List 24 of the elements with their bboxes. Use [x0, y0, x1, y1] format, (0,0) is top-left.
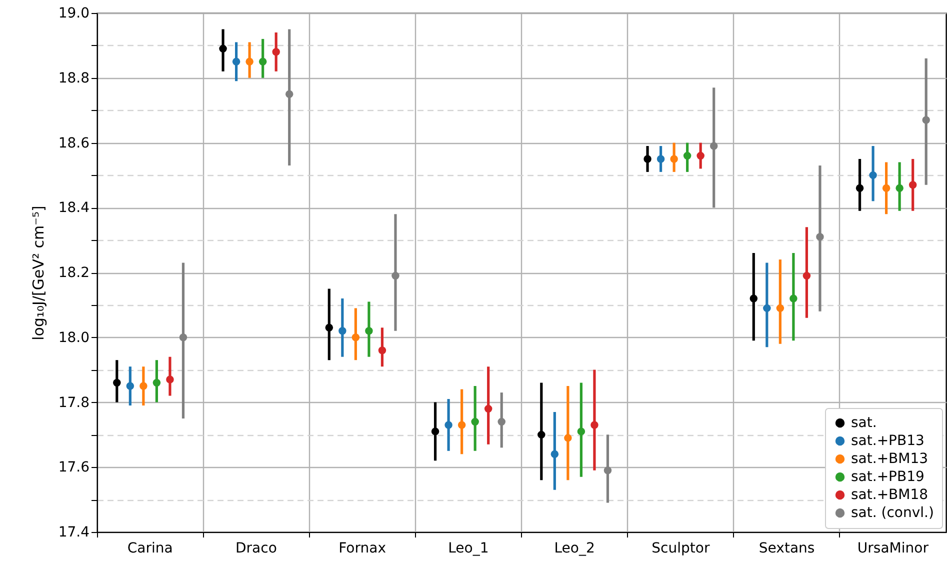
y-tick-label: 17.4 [58, 524, 90, 540]
x-tick-label: Sculptor [652, 540, 710, 556]
x-tick-label: Fornax [338, 540, 386, 556]
legend-label: sat.+BM13 [851, 451, 928, 467]
x-tick-label: Draco [235, 540, 277, 556]
x-tick-label: Sextans [758, 540, 815, 556]
legend-label: sat.+PB19 [851, 469, 924, 485]
x-tick-label: Leo_2 [554, 540, 595, 556]
y-tick-label: 18.0 [58, 330, 90, 346]
legend-label: sat. (convl.) [851, 505, 934, 521]
legend-label: sat.+PB13 [851, 433, 924, 449]
y-tick-label: 18.2 [58, 265, 90, 281]
x-tick-label: Carina [127, 540, 173, 556]
x-tick-label: Leo_1 [448, 540, 489, 556]
y-tick-label: 18.4 [58, 200, 90, 216]
legend-label: sat. [851, 415, 877, 431]
y-tick-label: 17.6 [58, 460, 90, 476]
y-tick-label: 18.8 [58, 70, 90, 86]
y-tick-label: 18.6 [58, 135, 90, 152]
x-tick-label: UrsaMinor [857, 540, 929, 556]
y-tick-label: 17.8 [58, 394, 90, 411]
legend-label: sat.+BM18 [851, 487, 928, 503]
y-tick-label: 19.0 [58, 6, 90, 22]
y-axis-title: log₁₀J/[GeV² cm⁻⁵] [29, 206, 48, 340]
